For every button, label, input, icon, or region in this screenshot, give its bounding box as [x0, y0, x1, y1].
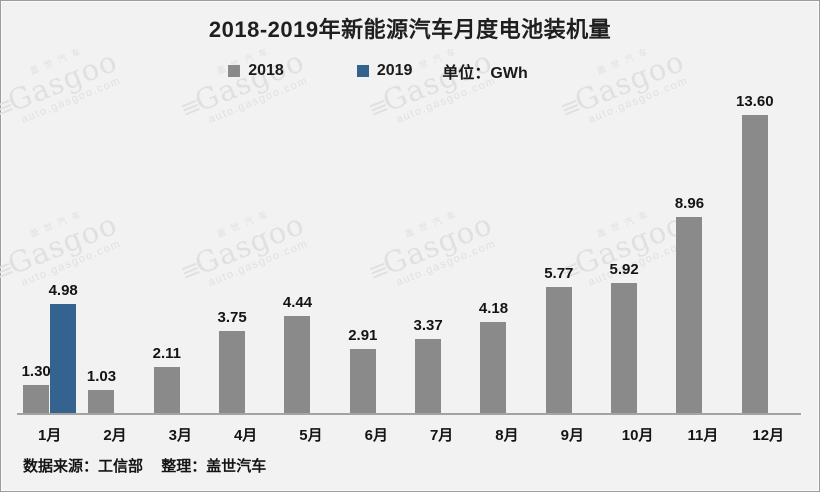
- bar-wrap: 1.03: [87, 368, 116, 413]
- bar-value-label: 1.30: [21, 362, 51, 380]
- bar-value-label: 5.77: [544, 264, 574, 282]
- bar-wrap: 5.92: [610, 261, 639, 413]
- bar-wrap: 3.37: [414, 317, 443, 413]
- bar-group-8月: 4.18: [474, 89, 539, 413]
- bar-value-label: 3.75: [217, 308, 247, 326]
- bar-value-label: 4.98: [48, 281, 78, 299]
- plot-area: 1.30 4.98 1.03 2.11 3.75 4.44 2.91 3.37 4.18 5.77…: [17, 89, 801, 413]
- bar-wrap: 5.77: [544, 265, 573, 413]
- bar-value-label: 13.60: [736, 93, 774, 111]
- bar-2018-10月: [611, 283, 638, 413]
- bar-wrap: 1.30: [21, 362, 51, 413]
- bar-slot: 8.96: [675, 195, 704, 413]
- month-label: 9月: [560, 427, 584, 444]
- month-label: 5月: [299, 427, 323, 444]
- bar-slot: 4.44: [283, 294, 312, 413]
- bar-2018-2月: [88, 390, 115, 413]
- bar-group-10月: 5.92: [605, 89, 670, 413]
- bar-group-9月: 5.77: [540, 89, 605, 413]
- bar-wrap: 2.91: [348, 327, 377, 413]
- bar-2018-4月: [219, 330, 246, 413]
- bar-2018-5月: [284, 315, 311, 413]
- bar-slot: 1.30: [21, 362, 51, 413]
- legend-swatch: [228, 65, 241, 77]
- bar-2018-1月: [23, 384, 50, 413]
- bar-slot: 4.98: [49, 282, 78, 413]
- bar-value-label: 8.96: [674, 194, 705, 212]
- bar-value-label: 5.92: [609, 261, 639, 279]
- legend-item-2018: 2018: [228, 62, 284, 80]
- bar-value-label: 2.11: [152, 344, 181, 362]
- legend-item-2019: 2019: [356, 62, 413, 80]
- bar-slot: 1.03: [87, 368, 116, 413]
- month-label: 10月: [621, 427, 654, 444]
- bar-group-7月: 3.37: [409, 89, 474, 413]
- bar-wrap: 8.96: [675, 195, 704, 413]
- legend-label-2019: 2019: [376, 62, 413, 79]
- chart-container: 2018-2019年新能源汽车月度电池装机量 2018 2019 单位：GWh …: [1, 1, 819, 476]
- bar-group-12月: 13.60: [736, 89, 801, 413]
- bar-group-6月: 2.91: [344, 89, 409, 413]
- month-label: 12月: [752, 427, 785, 444]
- bar-slot: 5.77: [544, 265, 573, 413]
- bar-group-2月: 1.03: [82, 89, 147, 413]
- bar-slot: 2.91: [348, 327, 377, 413]
- bar-wrap: 3.75: [218, 309, 247, 413]
- unit-label: 单位：GWh: [442, 65, 528, 82]
- bar-2018-6月: [349, 349, 376, 413]
- month-label: 2月: [103, 427, 127, 444]
- bar-value-label: 2.91: [348, 327, 378, 345]
- x-axis-line: [17, 413, 801, 415]
- legend-swatch: [356, 65, 369, 77]
- legend-label-2018: 2018: [248, 62, 284, 79]
- bar-wrap: 13.60: [736, 93, 774, 413]
- bar-slot: 5.92: [610, 261, 639, 413]
- bar-2019-1月: [50, 303, 77, 413]
- bar-value-label: 3.37: [413, 317, 443, 335]
- bar-group-3月: 2.11: [148, 89, 213, 413]
- bar-value-label: 4.44: [282, 293, 313, 311]
- bar-wrap: 2.11: [153, 345, 181, 413]
- bar-value-label: 4.18: [478, 299, 509, 317]
- bar-2018-9月: [545, 286, 572, 413]
- month-label: 3月: [168, 427, 192, 444]
- month-label: 8月: [495, 427, 519, 444]
- month-label: 6月: [364, 427, 388, 444]
- chart-title: 2018-2019年新能源汽车月度电池装机量: [208, 17, 612, 42]
- bar-group-4月: 3.75: [213, 89, 278, 413]
- bar-wrap: 4.44: [283, 294, 312, 413]
- footer: 数据来源：工信部 整理：盖世汽车: [23, 455, 819, 476]
- bar-wrap: 4.18: [478, 299, 509, 413]
- month-label: 4月: [233, 427, 258, 444]
- bar-slot: 2.11: [153, 345, 181, 413]
- bar-slot: 3.37: [414, 317, 443, 413]
- bar-value-label: 1.03: [86, 368, 117, 386]
- bar-2018-12月: [741, 115, 768, 413]
- bar-slot: 3.75: [218, 309, 247, 413]
- month-label: 7月: [429, 427, 454, 444]
- bar-2018-7月: [415, 339, 442, 413]
- bar-slot: 13.60: [736, 93, 774, 413]
- editor-label: 整理：盖世汽车: [161, 458, 267, 475]
- legend: 2018 2019 单位：GWh: [0, 59, 787, 83]
- bar-wrap: 4.98: [49, 282, 78, 413]
- month-labels: 1月 2月 3月 4月 5月 6月 7月 8月 9月 10月 11月 12月: [17, 424, 801, 444]
- data-source-label: 数据来源：工信部: [23, 458, 144, 475]
- bar-2018-8月: [480, 321, 507, 413]
- bar-group-1月: 1.30 4.98: [17, 89, 82, 413]
- bar-slot: 4.18: [478, 299, 509, 413]
- bar-group-11月: 8.96: [670, 89, 735, 413]
- bar-group-5月: 4.44: [278, 89, 343, 413]
- month-label: 1月: [37, 427, 62, 444]
- bar-2018-11月: [676, 216, 703, 413]
- month-label: 11月: [687, 427, 719, 444]
- bar-2018-3月: [153, 366, 180, 413]
